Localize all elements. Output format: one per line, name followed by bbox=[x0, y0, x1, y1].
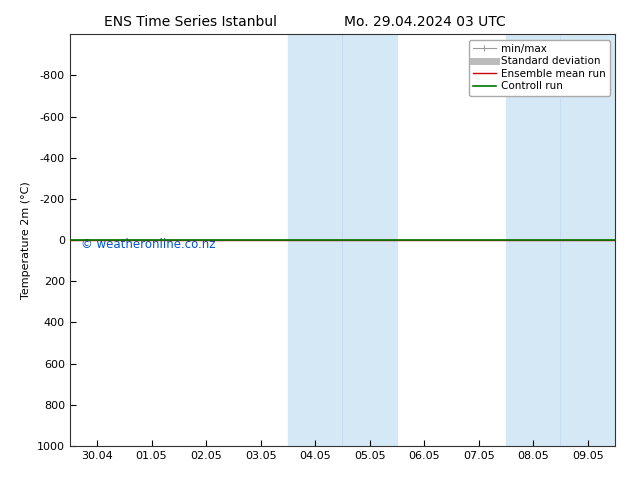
Bar bbox=[342, 34, 397, 446]
Y-axis label: Temperature 2m (°C): Temperature 2m (°C) bbox=[22, 181, 31, 299]
Text: © weatheronline.co.nz: © weatheronline.co.nz bbox=[81, 238, 215, 251]
Legend: min/max, Standard deviation, Ensemble mean run, Controll run: min/max, Standard deviation, Ensemble me… bbox=[469, 40, 610, 96]
Bar bbox=[506, 34, 560, 446]
Bar bbox=[560, 34, 615, 446]
Text: ENS Time Series Istanbul: ENS Time Series Istanbul bbox=[104, 15, 276, 29]
Text: Mo. 29.04.2024 03 UTC: Mo. 29.04.2024 03 UTC bbox=[344, 15, 506, 29]
Bar bbox=[288, 34, 342, 446]
